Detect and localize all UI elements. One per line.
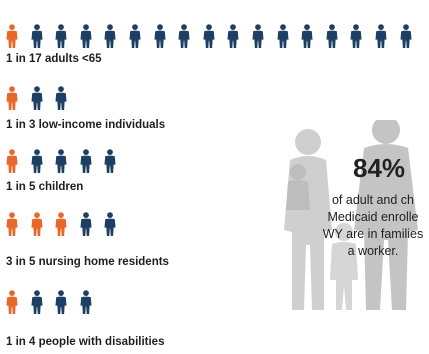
person-icon [375, 24, 387, 48]
person-icon [55, 24, 67, 48]
person-icon [203, 24, 215, 48]
person-highlighted-icon [31, 212, 43, 236]
icon-row [6, 86, 80, 110]
person-icon [31, 290, 43, 314]
family-silhouette-icon [284, 120, 418, 310]
person-icon [277, 24, 289, 48]
caption-line: WY are in families [322, 227, 424, 241]
person-icon [178, 24, 190, 48]
row-label: 1 in 17 adults <65 [6, 53, 102, 65]
person-highlighted-icon [6, 290, 18, 314]
person-icon [227, 24, 239, 48]
person-icon [252, 24, 264, 48]
person-icon [80, 290, 92, 314]
person-icon [129, 24, 141, 48]
person-icon [31, 149, 43, 173]
callout-percent: 84% [353, 153, 406, 183]
person-icon [31, 24, 43, 48]
person-icon [55, 86, 67, 110]
person-icon [104, 149, 116, 173]
person-icon [326, 24, 338, 48]
person-icon [80, 149, 92, 173]
icon-row [6, 24, 424, 48]
icon-row [6, 212, 129, 236]
caption-line: of adult and ch [331, 193, 414, 207]
person-icon [301, 24, 313, 48]
icon-row [6, 149, 129, 173]
person-icon [31, 86, 43, 110]
person-highlighted-icon [55, 212, 67, 236]
icon-row [6, 290, 104, 314]
person-highlighted-icon [6, 212, 18, 236]
caption-line: a worker. [347, 244, 399, 258]
person-icon [80, 24, 92, 48]
person-highlighted-icon [6, 24, 18, 48]
person-icon [399, 24, 412, 48]
callout-caption: of adult and ch Medicaid enrolle WY are … [283, 192, 429, 260]
row-label: 1 in 5 children [6, 181, 84, 193]
person-icon [154, 24, 166, 48]
person-icon [80, 212, 92, 236]
person-icon [55, 290, 67, 314]
person-icon [104, 24, 116, 48]
person-highlighted-icon [6, 149, 18, 173]
caption-line: Medicaid enrolle [327, 210, 419, 224]
row-label: 1 in 4 people with disabilities [6, 336, 165, 348]
person-icon [104, 212, 116, 236]
person-icon [55, 149, 67, 173]
person-highlighted-icon [6, 86, 18, 110]
person-icon [350, 24, 362, 48]
row-label: 1 in 3 low-income individuals [6, 119, 166, 131]
row-label: 3 in 5 nursing home residents [6, 256, 169, 268]
